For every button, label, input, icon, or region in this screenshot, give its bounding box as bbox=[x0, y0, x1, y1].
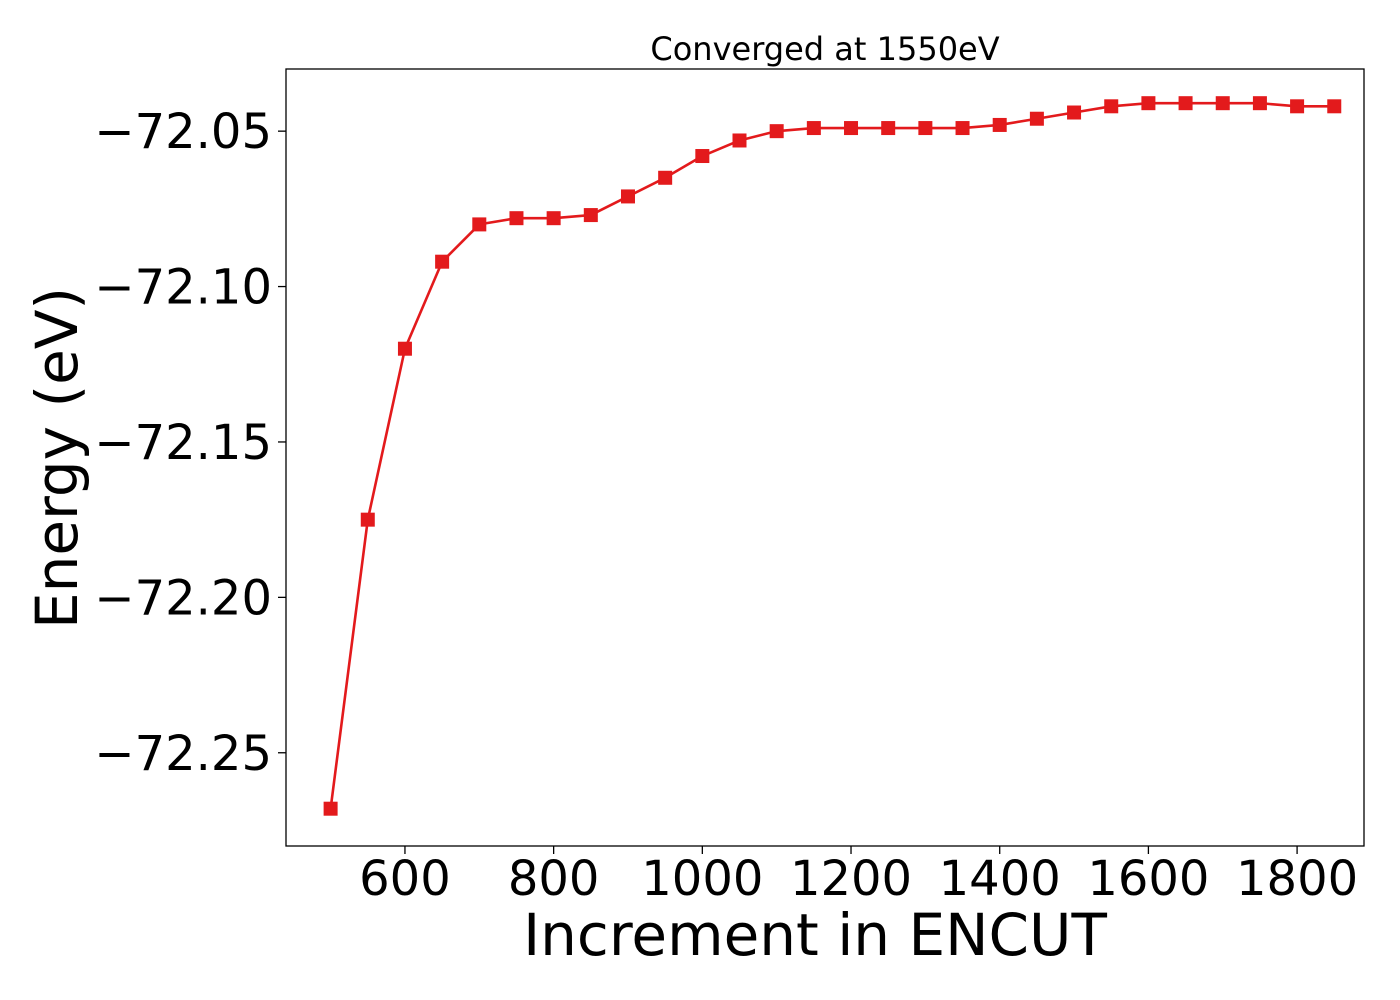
data-point-marker bbox=[769, 124, 784, 139]
y-tick-label: −72.15 bbox=[94, 415, 272, 471]
data-point-marker bbox=[918, 121, 933, 136]
series-line bbox=[329, 101, 1335, 809]
y-axis-label: Energy (eV) bbox=[23, 287, 91, 629]
x-tick-label: 600 bbox=[359, 851, 451, 907]
plot-frame bbox=[285, 68, 1365, 847]
data-point-marker bbox=[472, 217, 487, 232]
data-point-marker bbox=[1104, 99, 1119, 114]
data-point-marker bbox=[360, 512, 375, 527]
data-point-marker bbox=[844, 121, 859, 136]
data-point-marker bbox=[732, 133, 747, 148]
y-tick-label: −72.10 bbox=[94, 260, 272, 316]
data-point-marker bbox=[323, 801, 338, 816]
data-point-marker bbox=[509, 211, 524, 226]
x-axis-label: Increment in ENCUT bbox=[523, 901, 1107, 969]
x-tick-label: 1200 bbox=[790, 851, 912, 907]
data-point-marker bbox=[881, 121, 896, 136]
y-tick-label: −72.05 bbox=[94, 104, 272, 160]
data-point-marker bbox=[1029, 111, 1044, 126]
chart-title: Converged at 1550eV bbox=[650, 30, 999, 68]
data-point-marker bbox=[806, 121, 821, 136]
data-point-marker bbox=[955, 121, 970, 136]
y-axis-ticks: −72.05 −72.10 −72.15 −72.20 −72.25 bbox=[94, 104, 286, 782]
data-point-marker bbox=[583, 208, 598, 223]
data-point-marker bbox=[397, 341, 412, 356]
y-tick-label: −72.20 bbox=[94, 570, 272, 626]
x-axis-ticks: 600 800 1000 1200 1400 1600 1800 bbox=[359, 846, 1358, 907]
data-point-marker bbox=[1327, 99, 1342, 114]
data-point-marker bbox=[695, 149, 710, 164]
data-point-marker bbox=[1178, 96, 1193, 111]
x-tick-label: 1400 bbox=[939, 851, 1061, 907]
x-tick-label: 1600 bbox=[1087, 851, 1209, 907]
data-point-marker bbox=[1141, 96, 1156, 111]
x-tick-label: 800 bbox=[508, 851, 600, 907]
data-point-marker bbox=[1067, 105, 1082, 120]
data-point-marker bbox=[435, 254, 450, 269]
data-point-marker bbox=[546, 211, 561, 226]
data-point-marker bbox=[992, 117, 1007, 132]
y-tick-label: −72.25 bbox=[94, 726, 272, 782]
x-tick-label: 1800 bbox=[1236, 851, 1358, 907]
data-point-marker bbox=[620, 189, 635, 204]
data-point-marker bbox=[1215, 96, 1230, 111]
data-point-marker bbox=[1290, 99, 1305, 114]
x-tick-label: 1000 bbox=[641, 851, 763, 907]
data-point-marker bbox=[1252, 96, 1267, 111]
data-point-marker bbox=[658, 170, 673, 185]
plot-area bbox=[323, 96, 1342, 816]
